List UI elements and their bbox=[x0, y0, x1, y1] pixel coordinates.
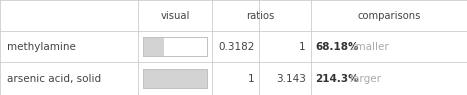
Bar bbox=[143, 69, 207, 88]
Bar bbox=[143, 69, 207, 88]
Text: 0.3182: 0.3182 bbox=[218, 42, 255, 52]
Text: 3.143: 3.143 bbox=[276, 74, 306, 84]
Text: 68.18%: 68.18% bbox=[315, 42, 359, 52]
Text: 1: 1 bbox=[299, 42, 306, 52]
Text: smaller: smaller bbox=[350, 42, 389, 52]
Text: arsenic acid, solid: arsenic acid, solid bbox=[7, 74, 101, 84]
Bar bbox=[143, 37, 163, 56]
Text: 214.3%: 214.3% bbox=[315, 74, 359, 84]
Text: 1: 1 bbox=[248, 74, 255, 84]
Bar bbox=[143, 69, 207, 88]
Bar bbox=[143, 37, 207, 56]
Text: comparisons: comparisons bbox=[357, 11, 420, 21]
Text: ratios: ratios bbox=[246, 11, 275, 21]
Text: methylamine: methylamine bbox=[7, 42, 76, 52]
Text: larger: larger bbox=[350, 74, 381, 84]
Bar bbox=[143, 37, 207, 56]
Text: visual: visual bbox=[161, 11, 190, 21]
